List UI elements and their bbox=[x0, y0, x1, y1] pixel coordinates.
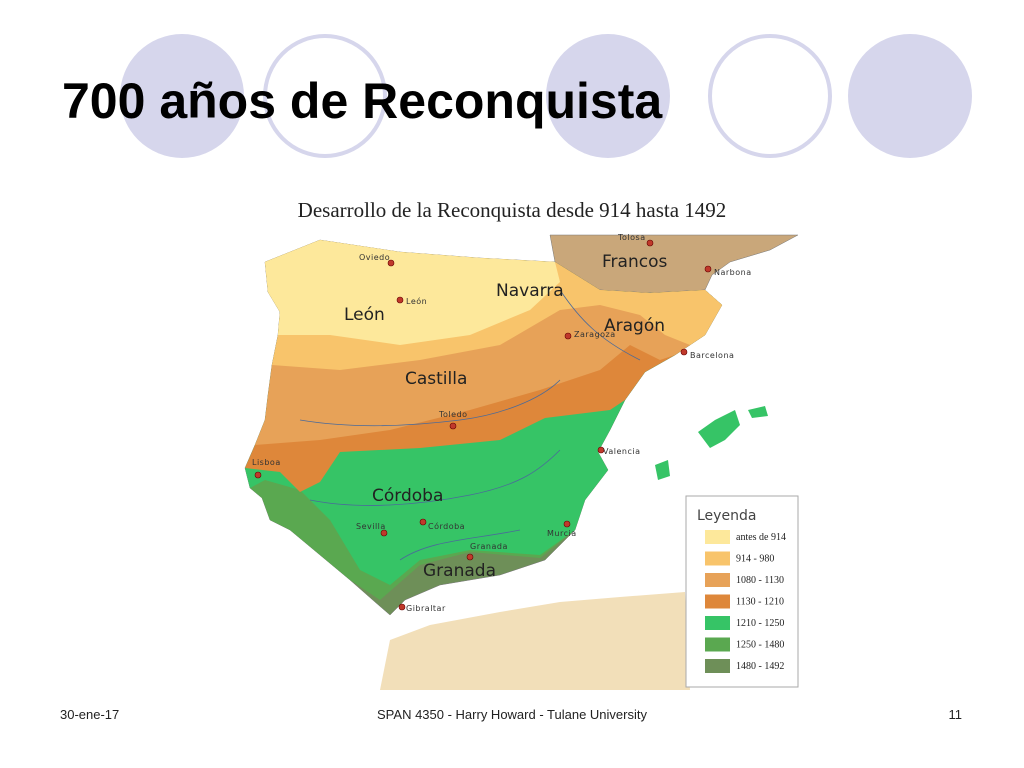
city-label: Barcelona bbox=[690, 351, 734, 360]
footer-center: SPAN 4350 - Harry Howard - Tulane Univer… bbox=[377, 707, 647, 722]
city-label: Sevilla bbox=[356, 522, 386, 531]
region-label: Francos bbox=[602, 252, 667, 272]
legend: antes de 914 914 - 980 1080 - 1130 1130 - 1… bbox=[705, 530, 786, 673]
city-label: Murcia bbox=[547, 529, 577, 538]
region-labels: Francos Navarra León Aragón Castilla Cór… bbox=[344, 252, 667, 581]
city-label: Oviedo bbox=[359, 253, 390, 262]
city-dot bbox=[396, 296, 404, 304]
city-label: Narbona bbox=[714, 268, 752, 277]
city-label: Valencia bbox=[603, 447, 641, 456]
decor-circles bbox=[120, 34, 972, 158]
city-label: Gibraltar bbox=[406, 604, 446, 613]
city-dot bbox=[466, 553, 474, 561]
city-label: Tolosa bbox=[617, 233, 646, 242]
city-dot bbox=[563, 520, 571, 528]
map: Desarrollo de la Reconquista desde 914 h… bbox=[244, 190, 800, 690]
city-dot bbox=[704, 265, 712, 273]
city-dot bbox=[419, 518, 427, 526]
city-markers: Tolosa Narbona Oviedo León Zaragoza Barcelona… bbox=[252, 233, 752, 613]
legend-title: Leyenda bbox=[697, 508, 756, 524]
region-label: Navarra bbox=[496, 281, 564, 301]
legend-label: 914 - 980 bbox=[736, 554, 774, 565]
city-label: Lisboa bbox=[252, 458, 281, 467]
region-label: Granada bbox=[423, 561, 496, 581]
region-label: León bbox=[344, 305, 385, 325]
region-label: Córdoba bbox=[372, 486, 443, 506]
legend-box bbox=[685, 495, 799, 688]
legend-label: antes de 914 bbox=[736, 532, 786, 543]
footer-date: 30-ene-17 bbox=[60, 707, 119, 722]
city-dot bbox=[449, 422, 457, 430]
city-dot bbox=[380, 529, 388, 537]
map-title: Desarrollo de la Reconquista desde 914 h… bbox=[298, 198, 727, 222]
city-dot bbox=[646, 239, 654, 247]
city-dot bbox=[387, 259, 395, 267]
legend-swatch bbox=[705, 551, 730, 566]
city-label: León bbox=[406, 296, 427, 306]
city-label: Granada bbox=[470, 542, 508, 551]
legend-swatch bbox=[705, 573, 730, 587]
legend-swatch bbox=[705, 616, 730, 630]
legend-swatch bbox=[705, 530, 730, 544]
legend-swatch bbox=[705, 594, 730, 609]
city-label: Zaragoza bbox=[574, 330, 616, 339]
city-label: Córdoba bbox=[428, 521, 465, 531]
city-dot bbox=[597, 446, 605, 454]
legend-swatch bbox=[705, 659, 730, 673]
region-label: Castilla bbox=[405, 369, 467, 389]
legend-label: 1480 - 1492 bbox=[736, 661, 784, 672]
city-dot bbox=[254, 471, 262, 479]
region-label: Aragón bbox=[604, 316, 665, 336]
city-dot bbox=[680, 348, 688, 356]
legend-label: 1080 - 1130 bbox=[736, 575, 784, 586]
legend-label: 1130 - 1210 bbox=[736, 597, 784, 608]
footer-page: 11 bbox=[949, 707, 963, 722]
legend-label: 1210 - 1250 bbox=[736, 618, 784, 629]
city-dot bbox=[398, 603, 406, 611]
city-dot bbox=[564, 332, 572, 340]
slide-title: 700 años de Reconquista bbox=[62, 73, 663, 129]
city-label: Toledo bbox=[438, 410, 468, 419]
legend-swatch bbox=[705, 637, 730, 652]
legend-label: 1250 - 1480 bbox=[736, 640, 784, 651]
